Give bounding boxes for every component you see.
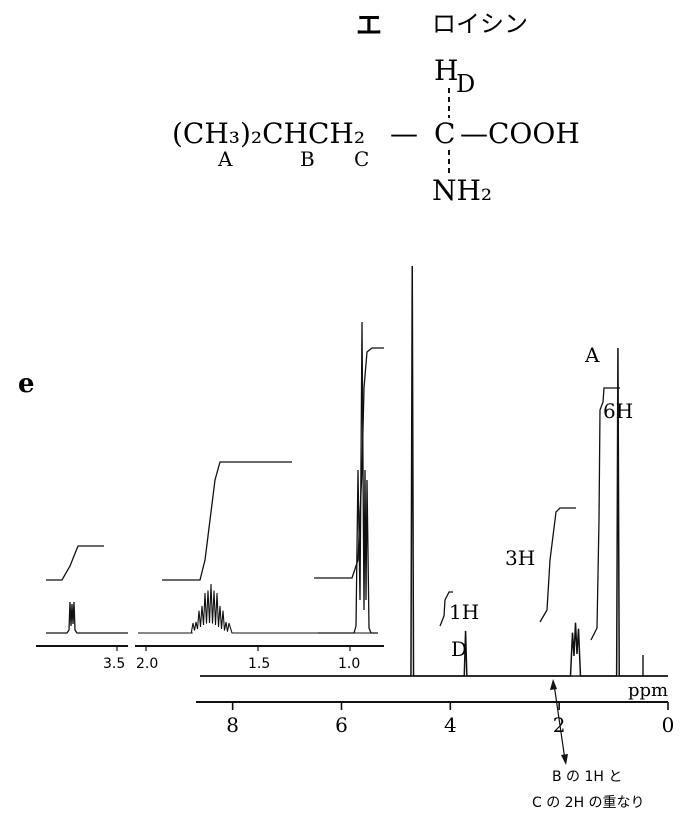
x-tick-label-2: 2: [553, 713, 566, 737]
position-label-a: A: [217, 147, 233, 171]
formula-amino: NH₂: [432, 174, 492, 207]
formula-carboxyl: —COOH: [460, 117, 580, 150]
formula-bond: —: [390, 117, 418, 150]
inset-a: 1.0: [314, 321, 384, 672]
inset-d-integral: [46, 545, 104, 581]
integral-1h-curve: [439, 591, 453, 627]
integrals: 6H 3H 1H: [439, 387, 633, 641]
annotation-arrowhead-bottom: [561, 754, 568, 765]
position-label-b: B: [300, 147, 315, 171]
inset-bc: 2.0 1.5: [135, 461, 373, 672]
inset-d-trace: [46, 601, 128, 634]
x-tick-label-8: 8: [226, 713, 239, 737]
inset-d-tick-label-3-5: 3.5: [103, 656, 125, 672]
heading-marker: エ: [356, 11, 382, 41]
x-ticks: 8 6 4 2 0: [226, 702, 674, 737]
formula-main: (CH₃)₂CHCH₂: [172, 117, 365, 150]
annotation-line-1: B の 1H と: [552, 769, 622, 785]
x-axis-label: ppm: [628, 680, 668, 701]
annotation-line-2: C の 2H の重なり: [532, 795, 645, 811]
inset-a-tick-label-1-0: 1.0: [338, 656, 360, 672]
formula-top-h: H: [434, 54, 458, 87]
integral-1h-label: 1H: [449, 600, 479, 624]
annotation-arrowhead-top: [550, 679, 557, 690]
formula-top-h-label: D: [456, 70, 475, 98]
panel-label: e: [18, 369, 35, 399]
main-spectrum: 8 6 4 2 0 ppm: [196, 265, 674, 737]
formula-alpha-carbon: C: [434, 117, 455, 150]
peak-label-a: A: [584, 343, 600, 367]
heading-compound: ロイシン: [432, 10, 528, 38]
peak-label-d: D: [451, 637, 467, 661]
inset-bc-tick-label-2-0: 2.0: [136, 656, 158, 672]
inset-bc-trace: [138, 583, 373, 634]
inset-a-integral: [314, 347, 384, 579]
inset-a-trace: [318, 321, 378, 634]
structure-formula: (CH₃)₂CHCH₂ — C —COOH H D NH₂ A B C: [172, 54, 580, 207]
inset-bc-tick-label-1-5: 1.5: [248, 656, 270, 672]
x-tick-label-0: 0: [662, 713, 675, 737]
position-label-c: C: [354, 147, 369, 171]
integral-6h-curve: [590, 387, 620, 641]
inset-d: 3.5: [36, 545, 128, 672]
annotation-arrow-line: [553, 683, 566, 761]
spectrum-trace: [200, 265, 668, 677]
x-tick-label-6: 6: [335, 713, 348, 737]
integral-3h-label: 3H: [505, 546, 535, 570]
overlap-annotation: B の 1H と C の 2H の重なり: [532, 679, 645, 811]
integral-3h-curve: [539, 507, 576, 623]
x-tick-label-4: 4: [444, 713, 457, 737]
inset-bc-integral: [162, 461, 292, 581]
integral-6h-label: 6H: [603, 399, 633, 423]
